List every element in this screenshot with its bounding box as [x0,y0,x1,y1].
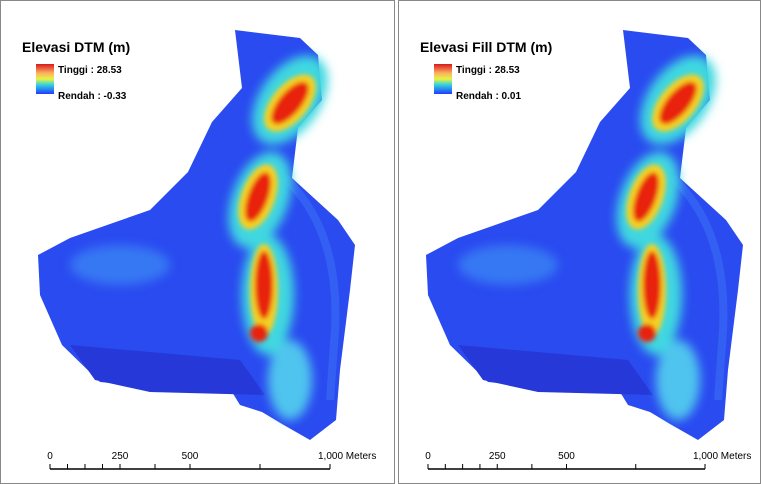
scale-label: 0 [425,451,431,462]
legend-ramp [36,64,54,94]
map-title: Elevasi Fill DTM (m) [420,39,552,55]
scale-label: 500 [558,451,575,462]
legend-low: Rendah : -0.33 [58,91,127,102]
map-figure: Elevasi DTM (m) Tinggi : 28.53 Rendah : -0… [0,0,761,484]
legend-low: Rendah : 0.01 [456,91,521,102]
scale-label: 1,000 Meters [318,451,376,462]
scale-label: 250 [112,451,129,462]
legend-high: Tinggi : 28.53 [58,65,122,76]
legend-high: Tinggi : 28.53 [456,65,520,76]
scale-label: 250 [489,451,506,462]
scale-label: 500 [182,451,199,462]
legend-ramp [434,64,452,94]
map-title: Elevasi DTM (m) [22,39,130,55]
scale-label: 0 [47,451,53,462]
scale-label: 1,000 Meters [693,451,751,462]
